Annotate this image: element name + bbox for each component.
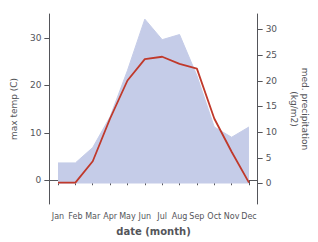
svg-text:20: 20: [266, 76, 278, 86]
svg-text:30: 30: [266, 24, 278, 34]
svg-text:med. precipitation: med. precipitation: [300, 68, 310, 150]
svg-text:25: 25: [266, 50, 277, 60]
svg-text:5: 5: [266, 153, 272, 163]
svg-text:Nov: Nov: [224, 212, 240, 221]
svg-text:Apr: Apr: [103, 212, 118, 221]
svg-text:Sep: Sep: [189, 212, 204, 221]
svg-text:Aug: Aug: [172, 212, 188, 221]
svg-text:Dec: Dec: [241, 212, 256, 221]
svg-text:15: 15: [266, 101, 277, 111]
svg-text:Jun: Jun: [138, 212, 152, 221]
svg-text:0: 0: [36, 175, 42, 185]
svg-text:(kg/m2): (kg/m2): [289, 91, 299, 126]
svg-text:30: 30: [30, 33, 42, 43]
svg-text:Feb: Feb: [68, 212, 82, 221]
svg-text:date (month): date (month): [116, 226, 190, 237]
svg-text:0: 0: [266, 178, 272, 188]
svg-text:10: 10: [266, 127, 278, 137]
svg-text:Oct: Oct: [207, 212, 221, 221]
svg-text:10: 10: [30, 128, 42, 138]
svg-text:Jul: Jul: [156, 212, 167, 221]
svg-text:May: May: [119, 212, 136, 221]
svg-text:Jan: Jan: [51, 212, 64, 221]
svg-text:max temp (C): max temp (C): [9, 78, 19, 140]
svg-text:Mar: Mar: [85, 212, 101, 221]
svg-text:20: 20: [30, 80, 42, 90]
